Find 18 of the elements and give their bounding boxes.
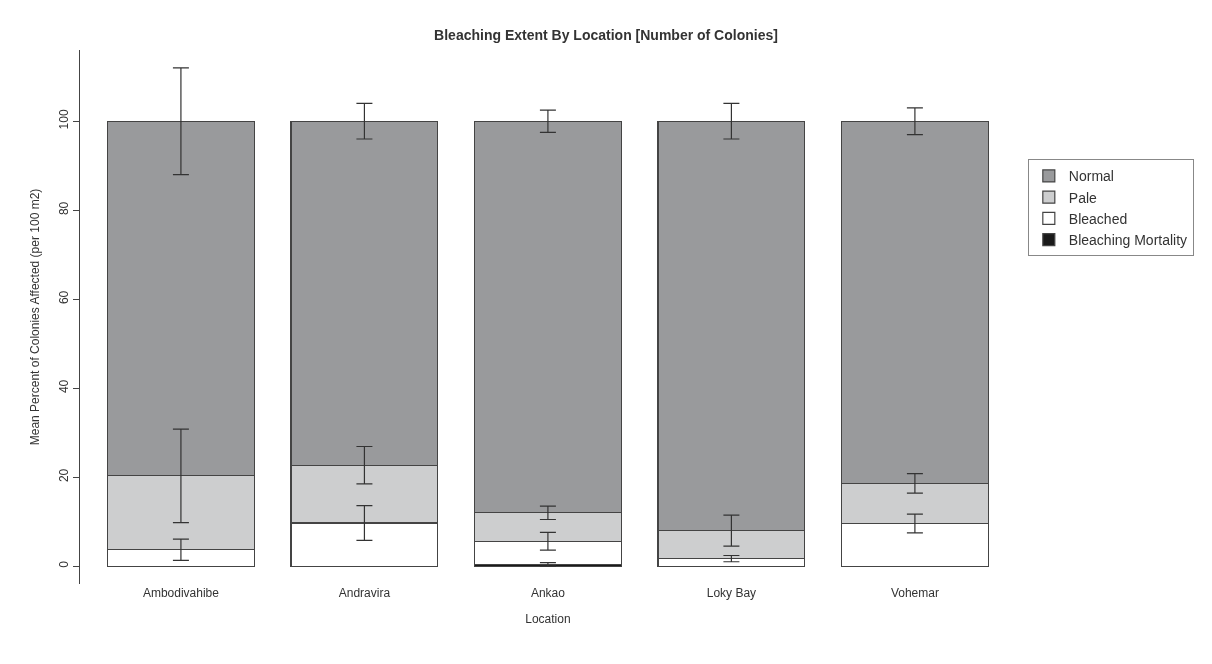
x-axis-title: Location (525, 611, 571, 626)
legend-label: Bleaching Mortality (1068, 232, 1188, 249)
y-tick-label: 80 (57, 201, 72, 216)
x-tick-label: Ambodivahibe (142, 586, 220, 600)
y-axis-title: Mean Percent of Colonies Affected (per 100 m2) (27, 188, 42, 446)
legend-label: Pale (1068, 189, 1098, 206)
y-tick-label: 60 (57, 290, 72, 305)
x-tick-label: Vohemar (890, 586, 939, 600)
y-tick-label: 20 (57, 468, 72, 483)
y-tick-label: 0 (57, 560, 72, 568)
x-tick-label: Andravira (338, 586, 391, 600)
y-tick-label: 100 (57, 109, 72, 130)
legend-label: Normal (1068, 168, 1114, 185)
x-tick-label: Loky Bay (706, 586, 757, 600)
y-tick-label: 40 (57, 379, 72, 394)
legend-label: Bleached (1068, 210, 1128, 227)
x-tick-label: Ankao (530, 586, 566, 600)
chart-title: Bleaching Extent By Location [Number of Colonies] (434, 26, 778, 43)
